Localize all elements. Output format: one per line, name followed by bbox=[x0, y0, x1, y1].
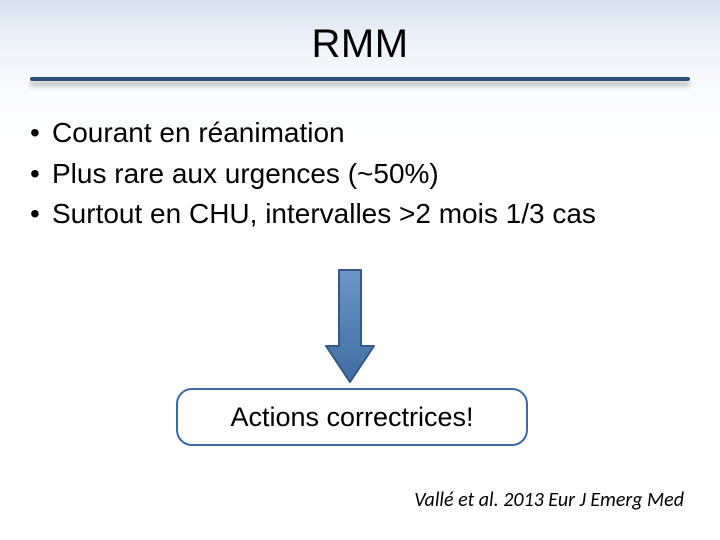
callout-box: Actions correctrices! bbox=[176, 388, 528, 446]
list-item: • Plus rare aux urgences (~50%) bbox=[30, 154, 720, 195]
down-arrow-icon bbox=[320, 268, 380, 388]
slide-title: RMM bbox=[0, 0, 720, 67]
bullet-dot-icon: • bbox=[30, 154, 52, 195]
bullet-dot-icon: • bbox=[30, 194, 52, 235]
bullet-dot-icon: • bbox=[30, 113, 52, 154]
bullet-text: Surtout en CHU, intervalles >2 mois 1/3 … bbox=[52, 194, 596, 235]
citation-text: Vallé et al. 2013 Eur J Emerg Med bbox=[414, 488, 684, 512]
bullet-text: Plus rare aux urgences (~50%) bbox=[52, 154, 439, 195]
callout-text: Actions correctrices! bbox=[230, 402, 473, 433]
title-underline bbox=[30, 77, 690, 81]
bullet-text: Courant en réanimation bbox=[52, 113, 345, 154]
list-item: • Courant en réanimation bbox=[30, 113, 720, 154]
bullet-list: • Courant en réanimation • Plus rare aux… bbox=[30, 113, 720, 235]
list-item: • Surtout en CHU, intervalles >2 mois 1/… bbox=[30, 194, 720, 235]
